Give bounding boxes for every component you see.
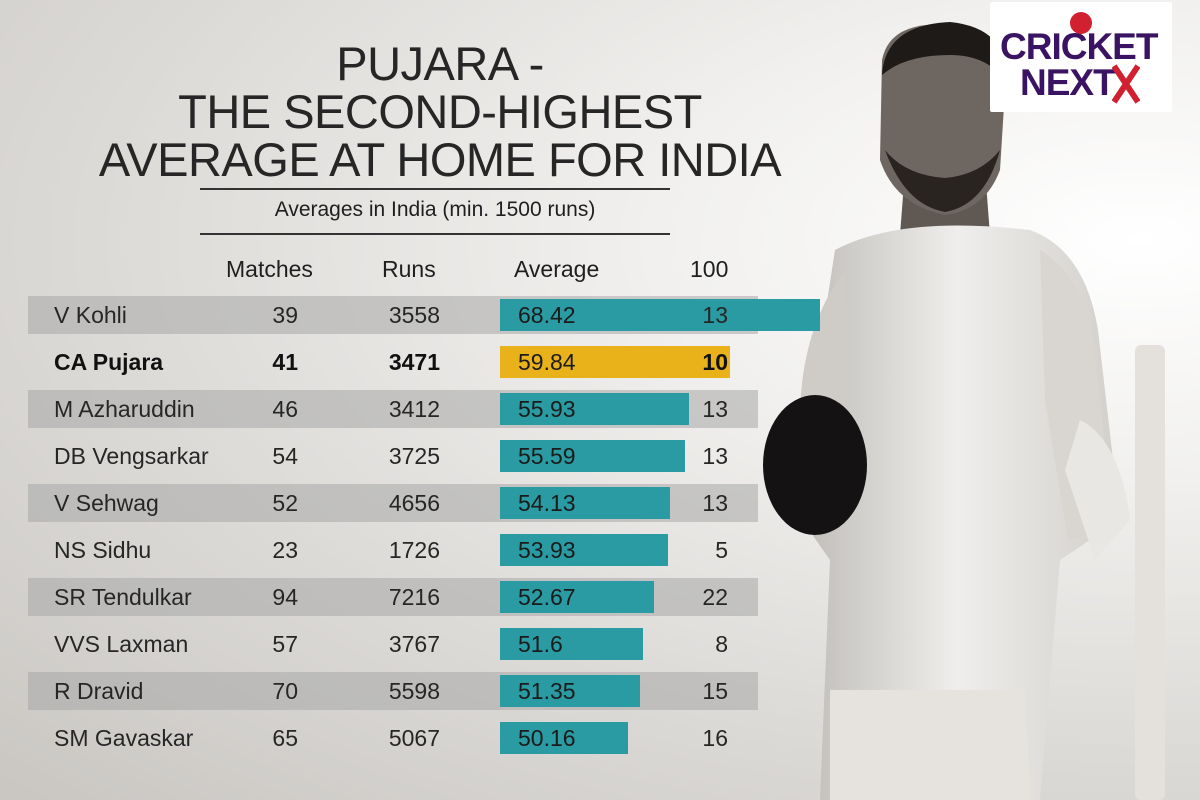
player-name: VVS Laxman [54, 631, 189, 657]
table-row: SM Gavaskar 65 5067 50.16 16 [28, 719, 758, 757]
hundreds-value: 13 [702, 396, 728, 422]
title-divider-bottom [200, 233, 670, 235]
player-name: CA Pujara [54, 349, 164, 375]
matches-value: 70 [272, 678, 298, 704]
average-value: 52.67 [518, 584, 576, 610]
player-bat [1135, 345, 1165, 800]
average-bar [500, 628, 643, 660]
table-row: VVS Laxman 57 3767 51.6 8 [28, 625, 758, 663]
table-row: CA Pujara 41 3471 59.84 10 [28, 343, 758, 381]
runs-value: 7216 [388, 584, 440, 610]
hundreds-value: 22 [702, 584, 728, 610]
average-bar-highlight [500, 346, 730, 378]
column-header-hundreds: 100 [690, 256, 729, 282]
average-value: 51.35 [518, 678, 576, 704]
runs-value: 3471 [388, 349, 440, 375]
average-bar [500, 675, 640, 707]
title-divider-top [200, 188, 670, 190]
table-row: R Dravid 70 5598 51.35 15 [28, 672, 758, 710]
runs-value: 4656 [388, 490, 440, 516]
matches-value: 65 [272, 725, 298, 751]
runs-value: 3412 [388, 396, 440, 422]
table-row: V Kohli 39 3558 68.42 13 [28, 296, 820, 334]
cricketnext-logo: CRICKET NEXT [990, 2, 1172, 112]
matches-value: 41 [272, 349, 298, 375]
hundreds-value: 10 [702, 349, 728, 375]
chart-subtitle: Averages in India (min. 1500 runs) [274, 198, 596, 221]
average-value: 59.84 [518, 349, 576, 375]
player-pads [830, 690, 1030, 800]
player-name: DB Vengsarkar [54, 443, 209, 469]
table-row: DB Vengsarkar 54 3725 55.59 13 [28, 437, 758, 475]
player-name: V Kohli [54, 302, 127, 328]
runs-value: 3725 [388, 443, 440, 469]
column-header-runs: Runs [382, 256, 436, 282]
matches-value: 54 [272, 443, 298, 469]
runs-value: 1726 [388, 537, 440, 563]
player-glove [1065, 420, 1130, 560]
hundreds-value: 15 [702, 678, 728, 704]
average-bar [500, 722, 628, 754]
runs-value: 5598 [388, 678, 440, 704]
average-bar [500, 393, 689, 425]
matches-value: 46 [272, 396, 298, 422]
average-bar [500, 440, 685, 472]
matches-value: 94 [272, 584, 298, 610]
table-row: M Azharuddin 46 3412 55.93 13 [28, 390, 758, 428]
average-value: 54.13 [518, 490, 576, 516]
average-bar [500, 299, 820, 331]
player-helmet [763, 395, 867, 535]
runs-value: 3767 [388, 631, 440, 657]
average-bar [500, 487, 670, 519]
title-line-3: AVERAGE AT HOME FOR INDIA [98, 133, 782, 186]
matches-value: 52 [272, 490, 298, 516]
hundreds-value: 5 [715, 537, 728, 563]
player-hair [882, 22, 1009, 85]
column-header-matches: Matches [226, 256, 313, 282]
average-value: 50.16 [518, 725, 576, 751]
chart-title: PUJARA - THE SECOND-HIGHEST AVERAGE AT H… [40, 40, 840, 184]
player-name: R Dravid [54, 678, 144, 704]
title-line-2: THE SECOND-HIGHEST [178, 85, 702, 138]
player-name: M Azharuddin [54, 396, 195, 422]
matches-value: 57 [272, 631, 298, 657]
hundreds-value: 16 [702, 725, 728, 751]
average-value: 55.93 [518, 396, 576, 422]
hundreds-value: 13 [702, 302, 728, 328]
average-value: 53.93 [518, 537, 576, 563]
table-row: NS Sidhu 23 1726 53.93 5 [28, 531, 758, 569]
title-line-1: PUJARA - [336, 37, 544, 90]
player-head [880, 24, 1005, 215]
player-name: SM Gavaskar [54, 725, 194, 751]
average-value: 55.59 [518, 443, 576, 469]
average-value: 51.6 [518, 631, 563, 657]
average-bar [500, 581, 654, 613]
player-name: NS Sidhu [54, 537, 152, 563]
player-shirt [795, 225, 1120, 800]
hundreds-value: 13 [702, 490, 728, 516]
average-value: 68.42 [518, 302, 576, 328]
player-name: SR Tendulkar [54, 584, 192, 610]
runs-value: 5067 [388, 725, 440, 751]
cricket-ball-icon [1070, 12, 1092, 34]
logo-text-line-2: NEXT [1020, 62, 1116, 103]
runs-value: 3558 [388, 302, 440, 328]
logo-x-icon [1112, 64, 1140, 104]
hundreds-value: 8 [715, 631, 728, 657]
average-bar [500, 534, 668, 566]
matches-value: 39 [272, 302, 298, 328]
table-row: V Sehwag 52 4656 54.13 13 [28, 484, 758, 522]
column-header-average: Average [514, 256, 600, 282]
player-name: V Sehwag [54, 490, 159, 516]
player-beard [885, 150, 1000, 212]
matches-value: 23 [272, 537, 298, 563]
hundreds-value: 13 [702, 443, 728, 469]
table-row: SR Tendulkar 94 7216 52.67 22 [28, 578, 758, 616]
